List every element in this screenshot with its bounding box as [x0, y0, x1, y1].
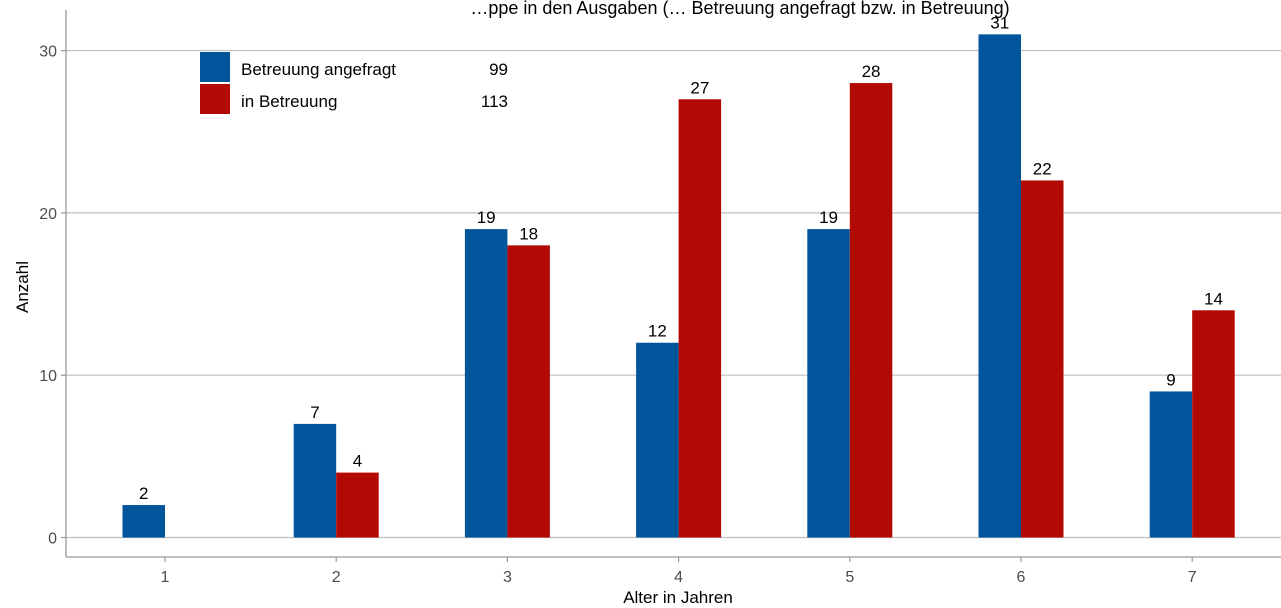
data-label-series-2-cat-7: 14	[1204, 289, 1223, 308]
y-axis-title: Anzahl	[13, 261, 32, 313]
legend-swatch-1	[200, 52, 230, 82]
data-label-series-2-cat-6: 22	[1033, 159, 1052, 178]
x-tick-label-1: 1	[161, 569, 170, 586]
bar-series-1-cat-3	[464, 229, 508, 538]
bar-series-2-cat-7	[1192, 310, 1235, 538]
data-label-series-1-cat-5: 19	[819, 208, 838, 227]
bar-series-2-cat-3	[507, 245, 550, 538]
legend-label-2: in Betreuung	[241, 92, 337, 111]
x-tick-label-4: 4	[674, 569, 683, 586]
data-label-series-1-cat-4: 12	[648, 322, 667, 341]
x-tick-label-2: 2	[332, 569, 341, 586]
data-label-series-2-cat-5: 28	[862, 62, 881, 81]
bar-series-2-cat-6	[1021, 180, 1064, 538]
legend: Betreuung angefragt 99 in Betreuung 113	[200, 52, 508, 114]
y-tick-label-0: 0	[48, 531, 57, 548]
legend-total-1: 99	[489, 60, 508, 79]
y-tick-label-30: 30	[39, 44, 57, 61]
data-label-series-2-cat-3: 18	[519, 224, 538, 243]
x-axis-title: Alter in Jahren	[623, 588, 733, 607]
data-label-series-1-cat-6: 31	[990, 13, 1009, 32]
legend-label-1: Betreuung angefragt	[241, 60, 396, 79]
data-label-series-1-cat-2: 7	[310, 403, 319, 422]
bar-series-2-cat-5	[849, 83, 893, 538]
bars	[122, 34, 1235, 538]
x-tick-label-6: 6	[1017, 569, 1026, 586]
y-axis-ticks: 0 10 20 30	[39, 44, 66, 548]
bar-series-1-cat-7	[1149, 391, 1193, 538]
data-label-series-1-cat-7: 9	[1166, 370, 1175, 389]
x-axis-ticks: 1 2 3 4 5 6 7	[161, 557, 1197, 586]
y-tick-label-10: 10	[39, 368, 57, 385]
bar-series-1-cat-2	[293, 423, 337, 538]
x-tick-label-7: 7	[1188, 569, 1197, 586]
chart-title: …ppe in den Ausgaben (… Betreuung angefr…	[470, 0, 1009, 18]
x-tick-label-5: 5	[845, 569, 854, 586]
data-label-series-1-cat-1: 2	[139, 484, 148, 503]
bar-series-1-cat-6	[978, 34, 1021, 538]
legend-total-2: 113	[481, 92, 508, 111]
bar-series-1-cat-5	[807, 229, 850, 538]
data-label-series-1-cat-3: 19	[477, 208, 496, 227]
data-label-series-2-cat-4: 27	[690, 78, 709, 97]
bar-series-1-cat-4	[636, 342, 679, 538]
data-label-series-2-cat-2: 4	[353, 452, 362, 471]
legend-swatch-2	[200, 84, 230, 114]
x-tick-label-3: 3	[503, 569, 512, 586]
y-tick-label-20: 20	[39, 206, 57, 223]
bar-series-2-cat-4	[678, 99, 722, 538]
bar-series-1-cat-1	[122, 505, 165, 538]
bar-series-2-cat-2	[336, 472, 379, 538]
